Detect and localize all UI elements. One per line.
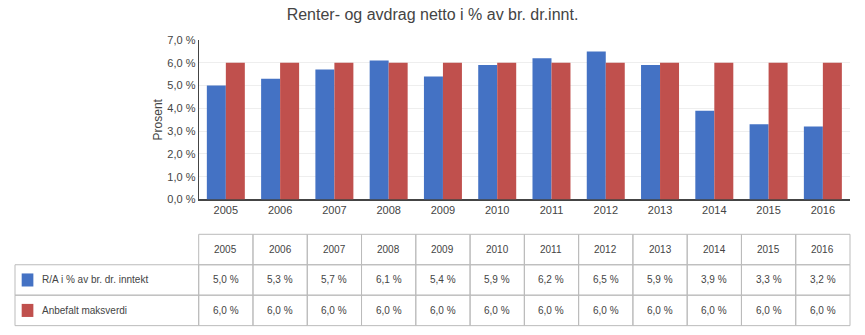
svg-text:2012: 2012 xyxy=(594,204,618,216)
svg-text:6,0 %: 6,0 % xyxy=(593,305,619,316)
svg-text:2006: 2006 xyxy=(269,244,292,255)
svg-text:3,2 %: 3,2 % xyxy=(810,274,836,285)
svg-text:2013: 2013 xyxy=(649,244,672,255)
svg-text:2013: 2013 xyxy=(648,204,672,216)
svg-text:5,9 %: 5,9 % xyxy=(484,274,510,285)
svg-text:2,0 %: 2,0 % xyxy=(167,148,195,160)
svg-text:2010: 2010 xyxy=(486,244,509,255)
svg-text:6,0 %: 6,0 % xyxy=(321,305,347,316)
svg-text:2007: 2007 xyxy=(323,244,346,255)
svg-text:2007: 2007 xyxy=(322,204,346,216)
svg-text:2015: 2015 xyxy=(757,244,780,255)
svg-text:6,0 %: 6,0 % xyxy=(484,305,510,316)
svg-text:2016: 2016 xyxy=(811,244,834,255)
svg-text:6,0 %: 6,0 % xyxy=(376,305,402,316)
svg-text:3,0 %: 3,0 % xyxy=(167,125,195,137)
svg-text:2006: 2006 xyxy=(268,204,292,216)
svg-text:Prosent: Prosent xyxy=(151,98,165,140)
svg-text:5,0 %: 5,0 % xyxy=(213,274,239,285)
svg-text:2009: 2009 xyxy=(431,244,454,255)
svg-text:5,0 %: 5,0 % xyxy=(167,79,195,91)
svg-text:2012: 2012 xyxy=(594,244,617,255)
svg-text:2014: 2014 xyxy=(702,204,726,216)
svg-text:6,1 %: 6,1 % xyxy=(376,274,402,285)
svg-text:6,0 %: 6,0 % xyxy=(267,305,293,316)
svg-text:2014: 2014 xyxy=(703,244,726,255)
svg-text:6,2 %: 6,2 % xyxy=(538,274,564,285)
svg-text:2015: 2015 xyxy=(756,204,780,216)
svg-text:6,0 %: 6,0 % xyxy=(213,305,239,316)
svg-text:6,0 %: 6,0 % xyxy=(167,57,195,69)
svg-text:R/A i % av br. dr. inntekt: R/A i % av br. dr. inntekt xyxy=(42,274,148,285)
svg-text:5,9 %: 5,9 % xyxy=(647,274,673,285)
svg-text:5,7 %: 5,7 % xyxy=(321,274,347,285)
svg-text:2011: 2011 xyxy=(540,244,562,255)
svg-text:0,0 %: 0,0 % xyxy=(167,193,195,205)
svg-text:6,5 %: 6,5 % xyxy=(593,274,619,285)
svg-text:7,0 %: 7,0 % xyxy=(167,34,195,46)
svg-text:2005: 2005 xyxy=(214,204,238,216)
svg-text:5,4 %: 5,4 % xyxy=(430,274,456,285)
svg-text:1,0 %: 1,0 % xyxy=(167,171,195,183)
svg-text:Anbefalt maksverdi: Anbefalt maksverdi xyxy=(42,305,127,316)
svg-text:2008: 2008 xyxy=(377,244,400,255)
svg-text:3,9 %: 3,9 % xyxy=(701,274,727,285)
svg-text:5,3 %: 5,3 % xyxy=(267,274,293,285)
svg-text:2010: 2010 xyxy=(485,204,509,216)
svg-text:6,0 %: 6,0 % xyxy=(538,305,564,316)
svg-text:3,3 %: 3,3 % xyxy=(756,274,782,285)
svg-text:2009: 2009 xyxy=(431,204,455,216)
svg-text:6,0 %: 6,0 % xyxy=(810,305,836,316)
svg-text:2016: 2016 xyxy=(811,204,835,216)
svg-text:6,0 %: 6,0 % xyxy=(701,305,727,316)
svg-text:6,0 %: 6,0 % xyxy=(756,305,782,316)
svg-text:6,0 %: 6,0 % xyxy=(430,305,456,316)
svg-text:4,0 %: 4,0 % xyxy=(167,102,195,114)
svg-text:2008: 2008 xyxy=(376,204,400,216)
svg-text:2005: 2005 xyxy=(214,244,237,255)
svg-text:Renter- og avdrag netto i % av: Renter- og avdrag netto i % av br. dr.in… xyxy=(287,6,579,23)
svg-text:6,0 %: 6,0 % xyxy=(647,305,673,316)
svg-text:2011: 2011 xyxy=(540,204,564,216)
